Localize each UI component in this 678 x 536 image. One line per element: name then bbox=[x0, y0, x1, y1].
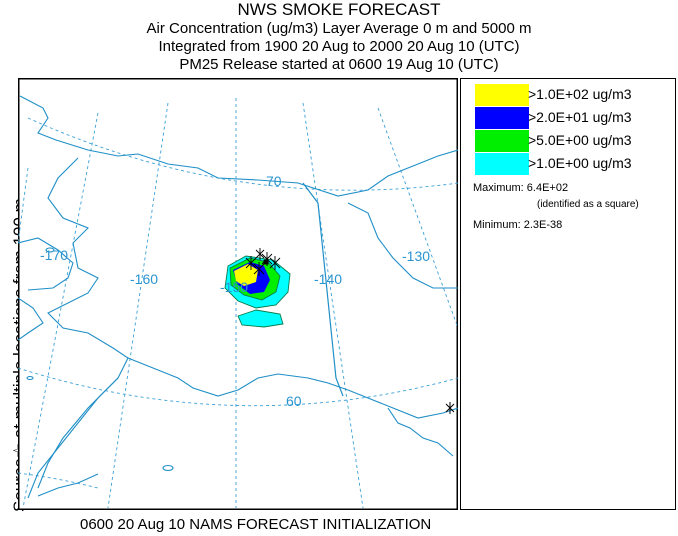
kodiak-island bbox=[162, 464, 174, 472]
source-marker bbox=[253, 262, 265, 276]
maximum-value: Maximum: 6.4E+02 bbox=[473, 182, 569, 194]
lon-label-130: -130 bbox=[402, 248, 430, 264]
forecast-title: NWS SMOKE FORECAST bbox=[237, 0, 441, 19]
smoke-plume bbox=[224, 248, 455, 414]
legend-label: >1.0E+00 ug/m3 bbox=[528, 155, 632, 171]
coastline bbox=[18, 95, 458, 499]
panhandle-coast bbox=[387, 407, 454, 457]
legend-row: >5.0E+00 ug/m3 bbox=[475, 130, 671, 152]
norton-sound-coast bbox=[18, 297, 44, 341]
canada-border bbox=[302, 182, 344, 397]
gulf-coast bbox=[127, 357, 458, 419]
integration-period: Integrated from 1900 20 Aug to 2000 20 A… bbox=[158, 38, 520, 55]
source-marker bbox=[255, 248, 265, 260]
legend-row: >1.0E+00 ug/m3 bbox=[475, 153, 671, 175]
legend-swatch bbox=[475, 130, 529, 152]
mackenzie-coast bbox=[347, 202, 458, 289]
legend-row: >1.0E+02 ug/m3 bbox=[475, 84, 671, 106]
graticule bbox=[18, 98, 458, 509]
legend-swatch bbox=[475, 84, 529, 106]
lon-label-140: -140 bbox=[314, 271, 342, 287]
maximum-note: (identified as a square) bbox=[537, 199, 639, 210]
legend-row: >2.0E+01 ug/m3 bbox=[475, 107, 671, 129]
lat-line-70 bbox=[27, 117, 458, 191]
meridian-160 bbox=[107, 102, 169, 509]
plume-over-100 bbox=[234, 264, 258, 286]
lat-line-60 bbox=[18, 367, 458, 407]
smoke-forecast-map: 70 60 -170 -160 -150 -140 -130 bbox=[18, 78, 458, 510]
meridian-170 bbox=[22, 112, 99, 509]
legend-label: >5.0E+00 ug/m3 bbox=[528, 132, 632, 148]
source-marker bbox=[245, 256, 257, 270]
lat-label-60: 60 bbox=[286, 393, 302, 409]
arctic-coast bbox=[19, 95, 458, 197]
lat-label-70: 70 bbox=[266, 173, 282, 189]
lat-line-55 bbox=[18, 472, 99, 489]
minimum-value: Minimum: 2.3E-38 bbox=[473, 219, 563, 231]
legend-label: >2.0E+01 ug/m3 bbox=[528, 109, 632, 125]
source-marker-east bbox=[445, 402, 455, 414]
plume-over-1-south bbox=[237, 309, 284, 328]
bering-coast bbox=[18, 237, 74, 291]
concentration-subtitle: Air Concentration (ug/m3) Layer Average … bbox=[146, 20, 532, 37]
maximum-square bbox=[263, 259, 269, 265]
peninsula-coast bbox=[37, 377, 119, 489]
lon-label-160: -160 bbox=[130, 271, 158, 287]
saint-lawrence-island bbox=[45, 247, 55, 253]
aleutian-chain bbox=[37, 473, 99, 497]
graticule-labels: 70 60 -170 -160 -150 -140 -130 bbox=[40, 173, 430, 409]
source-marker bbox=[269, 256, 281, 270]
lon-label-170: -170 bbox=[40, 247, 68, 263]
concentration-legend: >1.0E+02 ug/m3 >2.0E+01 ug/m3 >5.0E+00 u… bbox=[460, 78, 676, 510]
west-coast bbox=[27, 157, 129, 499]
release-start: PM25 Release started at 0600 19 Aug 10 (… bbox=[179, 56, 499, 73]
legend-label: >1.0E+02 ug/m3 bbox=[528, 86, 632, 102]
meridian-140 bbox=[302, 102, 364, 509]
legend-swatch bbox=[475, 107, 529, 129]
lon-label-150: -150 bbox=[220, 279, 248, 295]
meridian-180 bbox=[18, 167, 29, 244]
source-markers bbox=[245, 248, 281, 276]
legend-swatch bbox=[475, 153, 529, 175]
forecast-initialization: 0600 20 Aug 10 NAMS FORECAST INITIALIZAT… bbox=[80, 516, 432, 533]
nunivak-island bbox=[26, 375, 34, 381]
